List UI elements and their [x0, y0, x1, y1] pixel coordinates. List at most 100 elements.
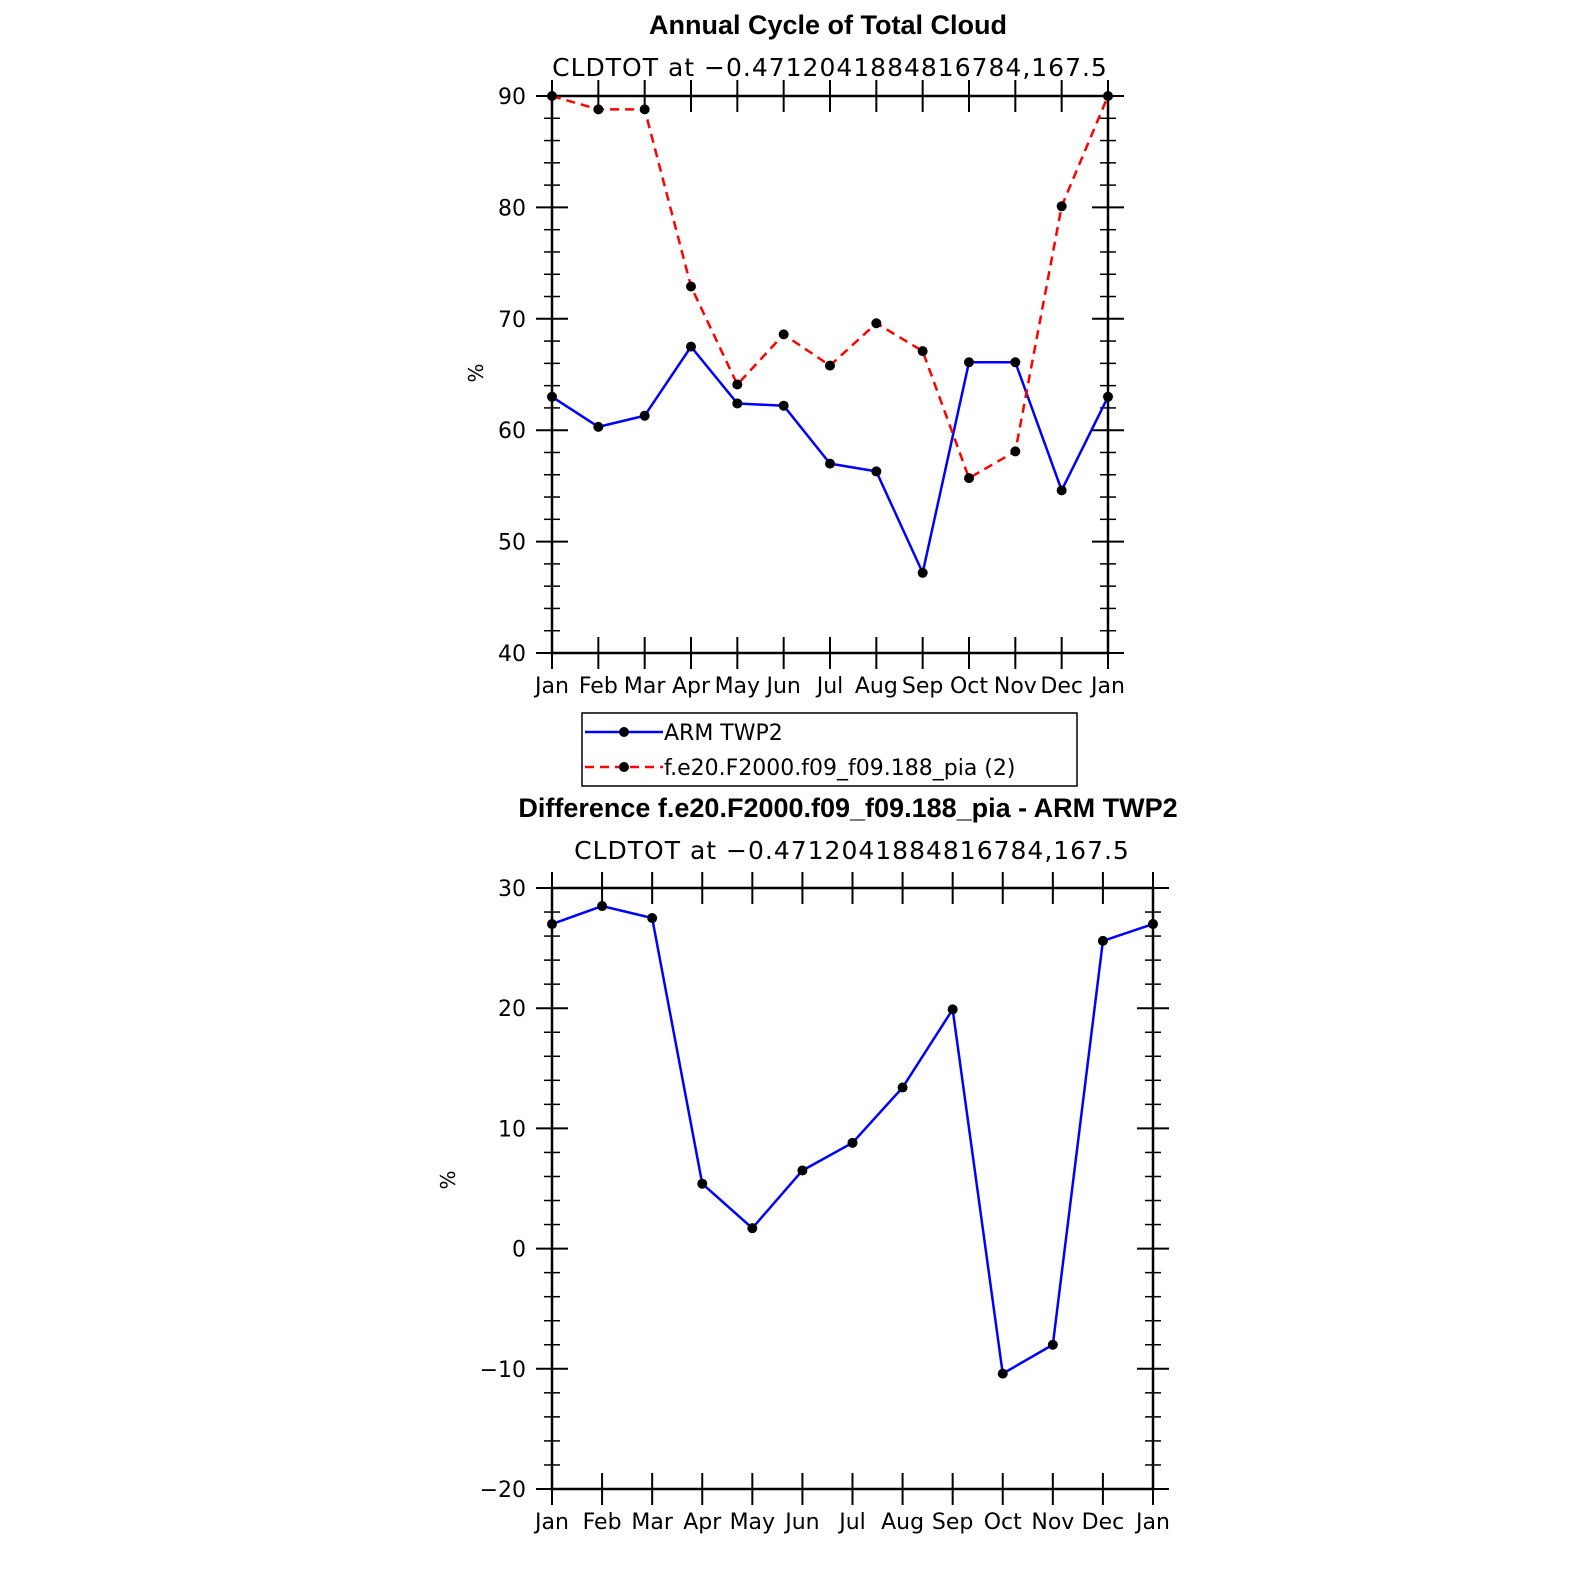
data-point — [686, 341, 696, 352]
data-point — [597, 901, 608, 912]
series-line — [551, 94, 1110, 480]
difference-chart: Difference f.e20.F2000.f09_f09.188_pia -… — [436, 793, 1178, 1535]
legend: ARM TWP2 f.e20.F2000.f09_f09.188_pia (2) — [581, 712, 1078, 787]
data-point — [1097, 935, 1108, 946]
chart-title: Difference f.e20.F2000.f09_f09.188_pia -… — [518, 793, 1177, 823]
tick-marks — [536, 80, 1124, 669]
data-point — [1103, 91, 1113, 101]
tick-marks — [536, 872, 1169, 1505]
x-tick-label: Aug — [855, 674, 898, 699]
y-tick-label: −20 — [480, 1478, 526, 1503]
data-point — [1148, 919, 1158, 930]
x-tick-label: Feb — [583, 1510, 622, 1535]
legend-label-model: f.e20.F2000.f09_f09.188_pia (2) — [664, 756, 1015, 781]
x-tick-label: Jun — [783, 1510, 819, 1535]
series-layer — [547, 901, 1158, 1379]
x-tick-label: Nov — [994, 674, 1037, 699]
data-point — [593, 421, 604, 432]
x-tick-label: Mar — [631, 1510, 673, 1535]
x-tick-label: Jan — [1089, 674, 1125, 699]
y-tick-label: 20 — [498, 997, 526, 1022]
data-point — [897, 1082, 908, 1093]
y-axis-label: % — [436, 1170, 460, 1189]
series-layer — [547, 91, 1113, 578]
y-tick-label: 40 — [498, 642, 526, 667]
data-point — [547, 919, 557, 930]
data-point — [1047, 1339, 1058, 1350]
legend-label-arm-twp2: ARM TWP2 — [664, 721, 783, 746]
data-point — [825, 360, 835, 371]
y-axis-label: % — [464, 363, 488, 382]
data-point — [1056, 201, 1067, 212]
y-tick-label: 50 — [498, 531, 526, 556]
chart-title: Annual Cycle of Total Cloud — [649, 10, 1007, 40]
data-point — [778, 400, 789, 411]
y-tick-label: 80 — [498, 196, 526, 221]
x-tick-label: Jun — [764, 674, 800, 699]
x-tick-label: Apr — [683, 1510, 722, 1535]
data-point — [871, 466, 882, 477]
data-point — [547, 391, 557, 402]
data-point — [686, 281, 696, 292]
x-tick-label: Jan — [533, 674, 569, 699]
y-tick-label: 10 — [498, 1117, 526, 1142]
x-tick-label: Oct — [950, 674, 988, 699]
x-tick-label: Sep — [902, 674, 943, 699]
y-tick-label: 70 — [498, 308, 526, 333]
data-point — [964, 357, 974, 368]
legend-box — [581, 712, 1078, 787]
annual-cycle-chart: Annual Cycle of Total Cloud CLDTOT at −0… — [464, 10, 1125, 787]
data-point — [732, 398, 743, 409]
data-point — [917, 567, 928, 578]
x-tick-label: Apr — [672, 674, 711, 699]
data-point — [1010, 446, 1021, 457]
plot-frame — [550, 94, 1110, 655]
x-tick-label: Jan — [533, 1510, 569, 1535]
x-tick-label: Feb — [579, 674, 618, 699]
data-point — [847, 1137, 858, 1148]
y-tick-label: −10 — [480, 1358, 526, 1383]
y-tick-label: 90 — [498, 85, 526, 110]
axes-frame — [550, 886, 1155, 1491]
y-tick-label: 0 — [512, 1238, 526, 1263]
data-point — [639, 104, 650, 115]
legend-marker-arm-twp2 — [619, 727, 629, 737]
legend-marker-model — [619, 762, 629, 772]
y-tick-label: 30 — [498, 877, 526, 902]
data-point — [639, 410, 650, 421]
data-point — [964, 473, 974, 484]
chart-subtitle: CLDTOT at −0.4712041884816784,167.5 — [552, 53, 1108, 82]
x-tick-label: May — [730, 1510, 775, 1535]
x-tick-label: Dec — [1082, 1510, 1125, 1535]
data-point — [797, 1165, 808, 1176]
data-point — [917, 346, 928, 357]
x-tick-label: Oct — [984, 1510, 1022, 1535]
x-tick-label: Jul — [837, 1510, 866, 1535]
data-point — [778, 329, 789, 340]
y-tick-labels: −20 −10 0 10 20 30 — [480, 877, 526, 1503]
x-tick-labels: Jan Feb Mar Apr May Jun Jul Aug Sep Oct Nov Dec Jan — [533, 674, 1125, 699]
x-tick-labels: Jan Feb Mar Apr May Jun Jul Aug Sep Oct Nov Dec Jan — [533, 1510, 1170, 1535]
x-tick-label: Dec — [1040, 674, 1083, 699]
x-tick-label: Nov — [1031, 1510, 1074, 1535]
data-point — [997, 1368, 1008, 1379]
data-point — [732, 379, 743, 390]
x-tick-label: Sep — [932, 1510, 973, 1535]
x-tick-label: Jul — [815, 674, 844, 699]
axes-frame — [550, 94, 1110, 655]
data-point — [593, 104, 604, 115]
data-point — [947, 1004, 958, 1015]
data-point — [647, 913, 658, 924]
x-tick-label: Jan — [1134, 1510, 1170, 1535]
chart-subtitle: CLDTOT at −0.4712041884816784,167.5 — [574, 836, 1130, 865]
data-point — [1056, 485, 1067, 496]
data-point — [747, 1223, 758, 1234]
y-tick-labels: 40 50 60 70 80 90 — [498, 85, 526, 667]
x-tick-label: Mar — [624, 674, 666, 699]
data-point — [825, 458, 835, 469]
data-point — [697, 1178, 708, 1189]
data-point — [1010, 357, 1021, 368]
plot-frame — [550, 886, 1155, 1491]
x-tick-label: Aug — [881, 1510, 924, 1535]
